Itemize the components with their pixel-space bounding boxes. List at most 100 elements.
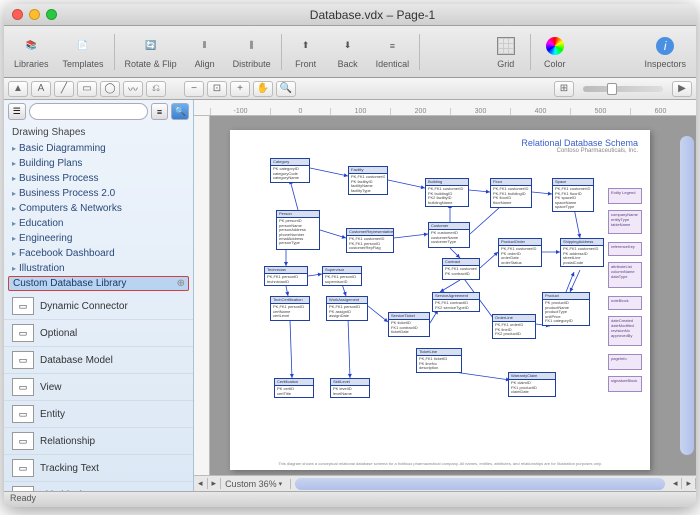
pointer-tool[interactable]: ▲ xyxy=(8,81,28,97)
aux-box[interactable]: noteBlock xyxy=(608,296,642,310)
zoom-fit-tool[interactable]: ⊡ xyxy=(207,81,227,97)
back-button[interactable]: ⬇Back xyxy=(328,33,368,71)
category-item[interactable]: ▸ Engineering xyxy=(4,231,193,246)
entity-box[interactable]: WarrantyClaimPK claimIDFK1 productIDclai… xyxy=(508,372,556,397)
diagram-footer: This diagram shows a conceptual relation… xyxy=(230,461,650,466)
aux-box[interactable]: pageInfo xyxy=(608,354,642,370)
libraries-button[interactable]: 📚Libraries xyxy=(8,33,55,71)
magnifier-tool[interactable]: 🔍 xyxy=(276,81,296,97)
shape-item[interactable]: ▭Title block contemp. xyxy=(4,482,193,491)
entity-box[interactable]: ServiceTicketPK ticketIDFK1 contractIDti… xyxy=(388,312,430,337)
category-item[interactable]: ▸ Building Plans xyxy=(4,156,193,171)
scrollbar-horizontal[interactable] xyxy=(295,478,665,490)
entity-box[interactable]: TicketLinePK,FK1 ticketIDPK lineNodescri… xyxy=(416,348,462,373)
shape-item[interactable]: ▭View xyxy=(4,374,193,401)
entity-box[interactable]: ServiceAgreementPK,FK1 contractIDFK2 ser… xyxy=(432,292,480,312)
zoom-in-tool[interactable]: + xyxy=(230,81,250,97)
identical-button[interactable]: ≡Identical xyxy=(370,33,416,71)
entity-box[interactable]: OrderLinePK,FK1 orderIDPK lineIDFK2 prod… xyxy=(492,314,536,339)
snap-toggle[interactable]: ⊞ xyxy=(554,81,574,97)
close-button[interactable] xyxy=(12,9,23,20)
entity-box[interactable]: CustomerPK customerIDcustomerNamecustome… xyxy=(428,222,470,248)
aux-box[interactable]: dateCreated dateModified revisionNo appr… xyxy=(608,316,642,346)
scroll-right[interactable]: ▸ xyxy=(682,478,696,489)
category-item-selected[interactable]: Custom Database Library xyxy=(8,276,189,291)
entity-box[interactable]: ProductOrderPK,FK1 customerIDPK orderIDo… xyxy=(498,238,542,267)
aux-box[interactable]: companyName entityType tableName xyxy=(608,210,642,234)
zoom-level[interactable]: Custom 36% ▾ xyxy=(221,479,291,489)
page-nav-next[interactable]: ▸ xyxy=(208,478,222,489)
category-item[interactable]: ▸ Basic Diagramming xyxy=(4,141,193,156)
entity-box[interactable]: FloorPK,FK1 customerIDPK,FK1 buildingIDP… xyxy=(490,178,532,208)
canvas: -1000100200300400500600 Relational Datab… xyxy=(194,100,696,491)
align-button[interactable]: ⫴Align xyxy=(185,33,225,71)
templates-button[interactable]: 📄Templates xyxy=(57,33,110,71)
text-tool[interactable]: A xyxy=(31,81,51,97)
rect-tool[interactable]: ▭ xyxy=(77,81,97,97)
front-icon: ⬆ xyxy=(295,35,317,57)
scroll-left[interactable]: ◂ xyxy=(669,478,683,489)
category-item[interactable]: ▸ Computers & Networks xyxy=(4,201,193,216)
entity-box[interactable]: CategoryPK categoryIDcategoryCodecategor… xyxy=(270,158,310,183)
page-nav-prev[interactable]: ◂ xyxy=(194,478,208,489)
color-button[interactable]: Color xyxy=(535,33,575,71)
curve-tool[interactable]: 〰 xyxy=(123,81,143,97)
shape-item[interactable]: ▭Optional xyxy=(4,320,193,347)
category-item[interactable]: ▸ Education xyxy=(4,216,193,231)
templates-icon: 📄 xyxy=(72,35,94,57)
shape-item[interactable]: ▭Database Model xyxy=(4,347,193,374)
entity-box[interactable]: SupervisorPK,FK1 personIDsupervisorID xyxy=(322,266,362,286)
library-toggle-icon[interactable]: ☰ xyxy=(8,103,26,120)
zoom-button[interactable] xyxy=(46,9,57,20)
entity-box[interactable]: ShippingAddressPK,FK1 customerIDPK addre… xyxy=(560,238,604,267)
ellipse-tool[interactable]: ◯ xyxy=(100,81,120,97)
aux-box[interactable]: referenceKey xyxy=(608,242,642,256)
entity-box[interactable]: CustomerRepresentativePK,FK1 customerIDP… xyxy=(346,228,394,253)
entity-box[interactable]: ContractPK,FK1 customerIDPK contractID xyxy=(442,258,480,280)
shape-preview-icon: ▭ xyxy=(12,378,34,396)
front-button[interactable]: ⬆Front xyxy=(286,33,326,71)
category-item[interactable]: ▸ Business Process 2.0 xyxy=(4,186,193,201)
rotate-button[interactable]: 🔄Rotate & Flip xyxy=(119,33,183,71)
shape-item[interactable]: ▭Dynamic Connector xyxy=(4,293,193,320)
entity-box[interactable]: TechnicianPK,FK1 personIDtechnicianID xyxy=(264,266,308,286)
page-area[interactable]: Relational Database Schema Contoso Pharm… xyxy=(210,116,696,475)
entity-box[interactable]: PersonPK personIDpersonNamepersonAddress… xyxy=(276,210,320,250)
entity-box[interactable]: CertificationPK certIDcertTitle xyxy=(274,378,314,398)
zoom-slider[interactable] xyxy=(583,86,663,92)
connector-tool[interactable]: ⎌ xyxy=(146,81,166,97)
disclosure-triangle-icon: ▸ xyxy=(12,264,16,273)
inspectors-button[interactable]: iInspectors xyxy=(638,33,692,71)
shape-item[interactable]: ▭Entity xyxy=(4,401,193,428)
aux-box[interactable]: Entity Legend xyxy=(608,188,642,204)
presentation-mode[interactable]: ▶ xyxy=(672,81,692,97)
category-item[interactable]: ▸ Illustration xyxy=(4,261,193,276)
line-tool[interactable]: ╱ xyxy=(54,81,74,97)
category-item[interactable]: ▸ Business Process xyxy=(4,171,193,186)
hand-tool[interactable]: ✋ xyxy=(253,81,273,97)
grid-button[interactable]: Grid xyxy=(486,33,526,71)
drawing-page[interactable]: Relational Database Schema Contoso Pharm… xyxy=(230,130,650,470)
entity-box[interactable]: ProductPK productIDproductNameproductTyp… xyxy=(542,292,590,326)
aux-box[interactable]: attributeList columnName dataType xyxy=(608,262,642,288)
entity-box[interactable]: WorkAssignmentPK,FK1 personIDPK assignID… xyxy=(326,296,368,321)
shape-item[interactable]: ▭Tracking Text xyxy=(4,455,193,482)
grid-label: Grid xyxy=(497,59,514,69)
distribute-button[interactable]: ⫼Distribute xyxy=(227,33,277,71)
search-icon[interactable]: 🔍 xyxy=(171,103,189,120)
category-item[interactable]: ▸ Facebook Dashboard xyxy=(4,246,193,261)
entity-box[interactable]: SpacePK,FK1 customerIDPK,FK1 floorIDPK s… xyxy=(552,178,594,212)
view-list-icon[interactable]: ≡ xyxy=(151,103,169,120)
entity-box[interactable]: BuildingPK,FK1 customerIDPK buildingIDFK… xyxy=(425,178,469,207)
search-input[interactable] xyxy=(29,103,148,120)
minimize-button[interactable] xyxy=(29,9,40,20)
entity-box[interactable]: TechCertificationPK,FK1 personIDcertName… xyxy=(270,296,310,321)
zoom-out-tool[interactable]: − xyxy=(184,81,204,97)
aux-box[interactable]: signatureBlock xyxy=(608,376,642,392)
shape-label: Entity xyxy=(40,409,65,420)
inspectors-label: Inspectors xyxy=(644,59,686,69)
shape-item[interactable]: ▭Relationship xyxy=(4,428,193,455)
entity-box[interactable]: SkillLevelPK levelIDlevelName xyxy=(330,378,370,398)
entity-box[interactable]: FacilityPK,FK1 customerIDPK facilityIDfa… xyxy=(348,166,388,195)
scrollbar-vertical[interactable] xyxy=(680,136,694,455)
